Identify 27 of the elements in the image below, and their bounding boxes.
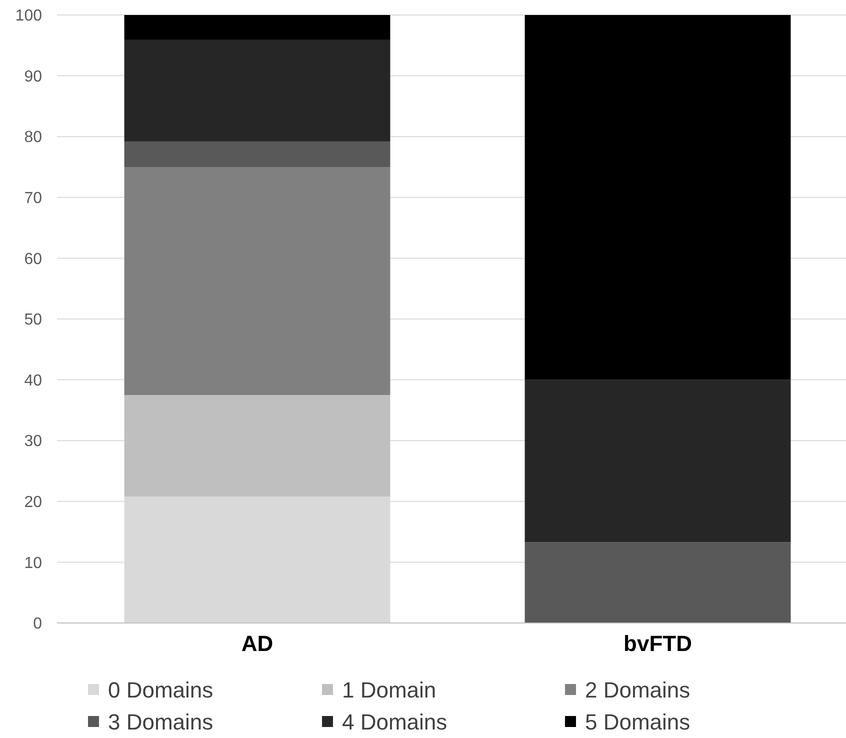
bar [524, 380, 791, 542]
legend-label: 0 Domains [108, 678, 214, 703]
y-tick-label: 90 [24, 68, 42, 86]
bar [124, 167, 390, 395]
y-tick-label: 50 [24, 312, 42, 329]
y-tick-label: 70 [24, 190, 42, 207]
y-tick-label: 30 [24, 433, 42, 450]
bar [524, 15, 791, 380]
y-tick-label: 20 [24, 494, 42, 511]
legend-label: 1 Domain [342, 678, 436, 703]
legend-label: 2 Domains [585, 678, 690, 703]
bar [124, 15, 390, 40]
y-tick-label: 10 [24, 554, 42, 572]
y-tick-label: 0 [33, 616, 42, 633]
bar [124, 395, 390, 497]
y-tick-label: 60 [24, 250, 42, 268]
legend-label: 5 Domains [585, 710, 690, 735]
x-tick-label: AD [241, 631, 274, 656]
y-tick-label: 100 [15, 8, 42, 25]
y-tick-label: 40 [24, 372, 42, 390]
bar [124, 40, 390, 142]
x-tick-label: bvFTD [624, 631, 692, 656]
legend-label: 4 Domains [342, 710, 448, 735]
legend-label: 3 Domains [108, 710, 214, 735]
y-tick-label: 80 [24, 129, 42, 146]
bar [124, 141, 390, 167]
bar [524, 542, 791, 623]
